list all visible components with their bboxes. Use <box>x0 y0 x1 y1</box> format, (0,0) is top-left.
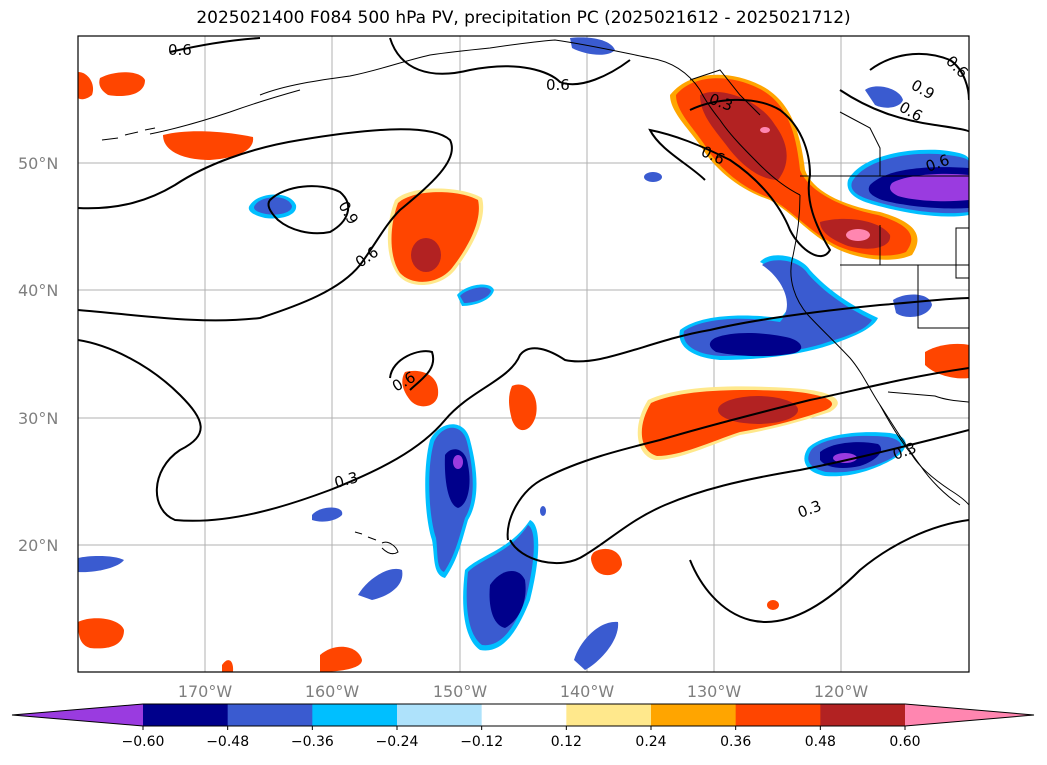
pc-patch-subtropical-band-core <box>718 396 798 424</box>
latitude-label: 20°N <box>18 536 58 555</box>
state-border-5 <box>955 227 969 279</box>
colorbar-segment <box>481 704 567 726</box>
latitude-label: 40°N <box>18 281 58 300</box>
longitude-axis: 170°W 160°W 150°W 140°W 130°W 120°W <box>178 682 869 701</box>
map-frame-border <box>77 35 970 673</box>
contour-0.6-main <box>78 128 453 322</box>
longitude-label: 170°W <box>178 682 233 701</box>
pc-neg-tiny-bay <box>540 506 546 516</box>
colorbar-tick-label: 0.24 <box>635 734 666 750</box>
contour-0.3-south <box>506 367 969 541</box>
colorbar-segment <box>227 704 313 726</box>
contour-0.6-alaska <box>389 37 631 86</box>
contour-0.3-se <box>689 519 969 623</box>
pc-patch-nw-corner <box>99 72 145 97</box>
bc-islands <box>689 69 761 116</box>
pc-patch-south-bottom <box>320 646 362 672</box>
pc-patch-south-bottom-2 <box>222 660 234 672</box>
latitude-label: 50°N <box>18 154 58 173</box>
colorbar-tick-label: 0.48 <box>805 734 836 750</box>
colorbar-tick-label: 0.36 <box>720 734 751 750</box>
colorbar-tick-label: 0.60 <box>889 734 920 750</box>
pc-patch-west-coast-north-core <box>700 91 787 180</box>
contour-0.6-ne <box>839 89 969 133</box>
pc-patch-max-north <box>760 127 770 133</box>
pc-neg-hawaii-sw <box>358 568 403 600</box>
pc-neg-small-mid <box>644 172 662 182</box>
pc-neg-aleutian-w-mid <box>254 197 292 215</box>
colorbar-tick-label: −0.48 <box>206 734 249 750</box>
pc-patch-mid-column <box>509 384 537 431</box>
pc-patch-max-oregon <box>846 229 870 241</box>
latitude-axis: 50°N 40°N 30°N 20°N <box>18 154 58 555</box>
contour-0.6-north <box>169 37 261 53</box>
na-west-coast <box>790 194 969 506</box>
colorbar-extend-min <box>12 704 143 726</box>
longitude-label: 140°W <box>560 682 615 701</box>
contour-0.3-loop <box>509 429 969 565</box>
pc-neg-pnw-extreme <box>890 173 969 202</box>
contour-0.3-main <box>78 297 969 522</box>
colorbar-tick-label: 0.12 <box>551 734 582 750</box>
pc-neg-bc <box>865 86 903 108</box>
colorbar-extend-max <box>905 704 1034 726</box>
pc-patch-alaska-bay-w <box>163 131 254 160</box>
pc-neg-nevada <box>893 294 932 317</box>
colorbar-tick-label: −0.12 <box>460 734 503 750</box>
contour-0.6-bc <box>648 98 832 257</box>
colorbar-segment <box>397 704 483 726</box>
longitude-label: 160°W <box>305 682 360 701</box>
pc-patch-south-small <box>591 548 622 576</box>
contour-0.9-loop <box>267 185 350 235</box>
colorbar-tick-label: −0.24 <box>376 734 419 750</box>
contour-label: 0.3 <box>332 468 360 492</box>
pc-neg-south-column-strong <box>489 570 526 628</box>
latitude-label: 30°N <box>18 409 58 428</box>
pc-patch-tiny-mid <box>767 600 779 610</box>
longitude-label: 150°W <box>433 682 488 701</box>
pc-neg-hawaii-column-strong <box>444 449 470 508</box>
negative-anomaly-patches <box>78 37 969 670</box>
colorbar: −0.60 −0.48 −0.36 −0.24 −0.12 0.12 0.24 0.36 0.4… <box>11 703 1035 750</box>
baja-peninsula <box>879 404 961 506</box>
pc-neg-hawaii-column-extreme <box>453 455 463 469</box>
map-title: 2025021400 F084 500 hPa PV, precipitatio… <box>196 8 851 28</box>
pc-patch-central-north-core <box>411 238 441 272</box>
pc-neg-ca-band-strong <box>709 333 802 357</box>
coastlines <box>149 39 969 506</box>
longitude-label: 130°W <box>687 682 742 701</box>
pc-neg-central-mid <box>460 287 491 303</box>
colorbar-tick-label: −0.60 <box>122 734 165 750</box>
colorbar-segment <box>312 704 398 726</box>
pc-neg-mexico-extreme <box>833 453 857 463</box>
aleutian-islands <box>101 127 156 141</box>
islands <box>101 69 761 555</box>
pc-neg-hawaii-west <box>312 507 343 522</box>
pc-patch-ne-central <box>402 370 439 407</box>
longitude-label: 120°W <box>814 682 869 701</box>
state-border-1 <box>839 111 881 176</box>
pv-contours <box>78 37 969 623</box>
alaska-coast <box>259 39 801 196</box>
us-mexico-border <box>887 391 969 403</box>
contour-label: 0.6 <box>168 41 192 59</box>
pc-patch-west-edge <box>78 72 94 100</box>
colorbar-segment <box>820 704 906 726</box>
colorbar-segment <box>651 704 737 726</box>
colorbar-segment <box>735 704 821 726</box>
contour-0.9-ne <box>869 53 969 101</box>
colorbar-tick-label: −0.36 <box>291 734 334 750</box>
alaska-peninsula <box>149 89 301 135</box>
state-border-4 <box>917 265 969 329</box>
pc-neg-west-edge <box>78 555 124 573</box>
contour-label: 0.6 <box>546 76 570 94</box>
pc-patch-sw-corner <box>78 618 124 649</box>
hawaii-islands <box>354 531 399 555</box>
pc-neg-south-bottom <box>574 621 619 670</box>
contour-0.6-center <box>389 350 435 391</box>
colorbar-segment <box>566 704 652 726</box>
colorbar-segment <box>143 704 229 726</box>
